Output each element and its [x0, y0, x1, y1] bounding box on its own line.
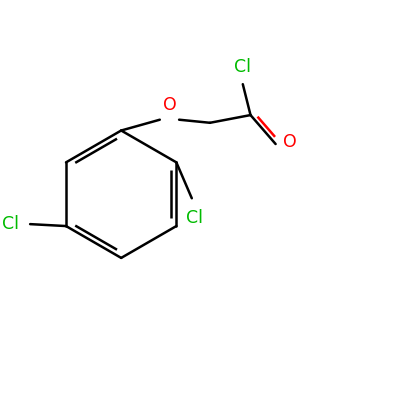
Text: O: O [162, 96, 176, 114]
Text: Cl: Cl [2, 215, 18, 233]
Text: O: O [284, 133, 297, 151]
Text: Cl: Cl [234, 58, 251, 76]
Text: Cl: Cl [186, 208, 203, 226]
